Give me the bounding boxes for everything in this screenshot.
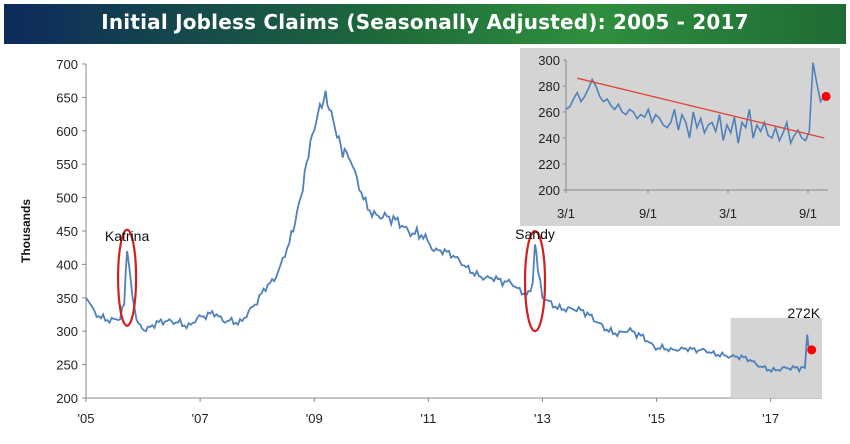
annotation-label: Sandy <box>515 226 555 242</box>
x-tick-label: '15 <box>648 411 665 426</box>
annotations: Katrina Sandy 272K <box>105 226 821 355</box>
inset-x-tick-label: 3/1 <box>719 206 737 221</box>
x-tick-label: '07 <box>192 411 209 426</box>
inset-background <box>520 48 840 226</box>
x-tick-label: '13 <box>534 411 551 426</box>
inset-series-line <box>565 62 825 146</box>
main-x-axis: '05 '07 '09 '11 '13 '15 '17 <box>78 397 822 426</box>
inset-y-tick-label: 240 <box>538 131 560 146</box>
y-tick-label: 650 <box>56 90 78 105</box>
inset-y-tick-label: 260 <box>538 105 560 120</box>
x-tick-label: '17 <box>762 411 779 426</box>
x-tick-label: '09 <box>306 411 323 426</box>
latest-value-marker <box>807 345 817 355</box>
inset-chart: 300 280 260 240 220 200 3/1 9/1 3/1 9/1 <box>520 48 840 226</box>
annotation-label: 272K <box>787 305 820 321</box>
main-y-axis: 700 650 600 550 500 450 400 350 300 250 200 <box>56 57 87 406</box>
x-tick-label: '05 <box>78 411 95 426</box>
title-banner: Initial Jobless Claims (Seasonally Adjus… <box>4 4 846 44</box>
x-tick-label: '11 <box>420 411 436 426</box>
inset-latest-marker <box>821 91 831 101</box>
y-tick-label: 400 <box>56 257 78 272</box>
inset-x-tick-label: 9/1 <box>639 206 657 221</box>
inset-x-tick-label: 9/1 <box>799 206 817 221</box>
inset-trend-line <box>577 77 825 139</box>
inset-x-tick-label: 3/1 <box>557 206 575 221</box>
chart-title: Initial Jobless Claims (Seasonally Adjus… <box>101 10 749 34</box>
y-tick-label: 350 <box>56 291 78 306</box>
y-tick-label: 450 <box>56 224 78 239</box>
event-ellipse <box>116 228 138 327</box>
y-tick-label: 700 <box>56 57 78 72</box>
event-ellipse <box>523 230 547 333</box>
inset-y-tick-label: 300 <box>538 53 560 68</box>
y-tick-label: 300 <box>56 324 78 339</box>
y-tick-label: 600 <box>56 124 78 139</box>
y-tick-label: 550 <box>56 157 78 172</box>
series-line <box>85 90 813 374</box>
inset-y-tick-label: 280 <box>538 79 560 94</box>
inset-y-tick-label: 200 <box>538 183 560 198</box>
y-tick-label: 250 <box>56 358 78 373</box>
y-tick-label: 500 <box>56 191 78 206</box>
annotation-label: Katrina <box>105 228 150 244</box>
inset-y-tick-label: 220 <box>538 157 560 172</box>
y-axis-label: Thousands <box>19 199 33 263</box>
y-tick-label: 200 <box>56 391 78 406</box>
